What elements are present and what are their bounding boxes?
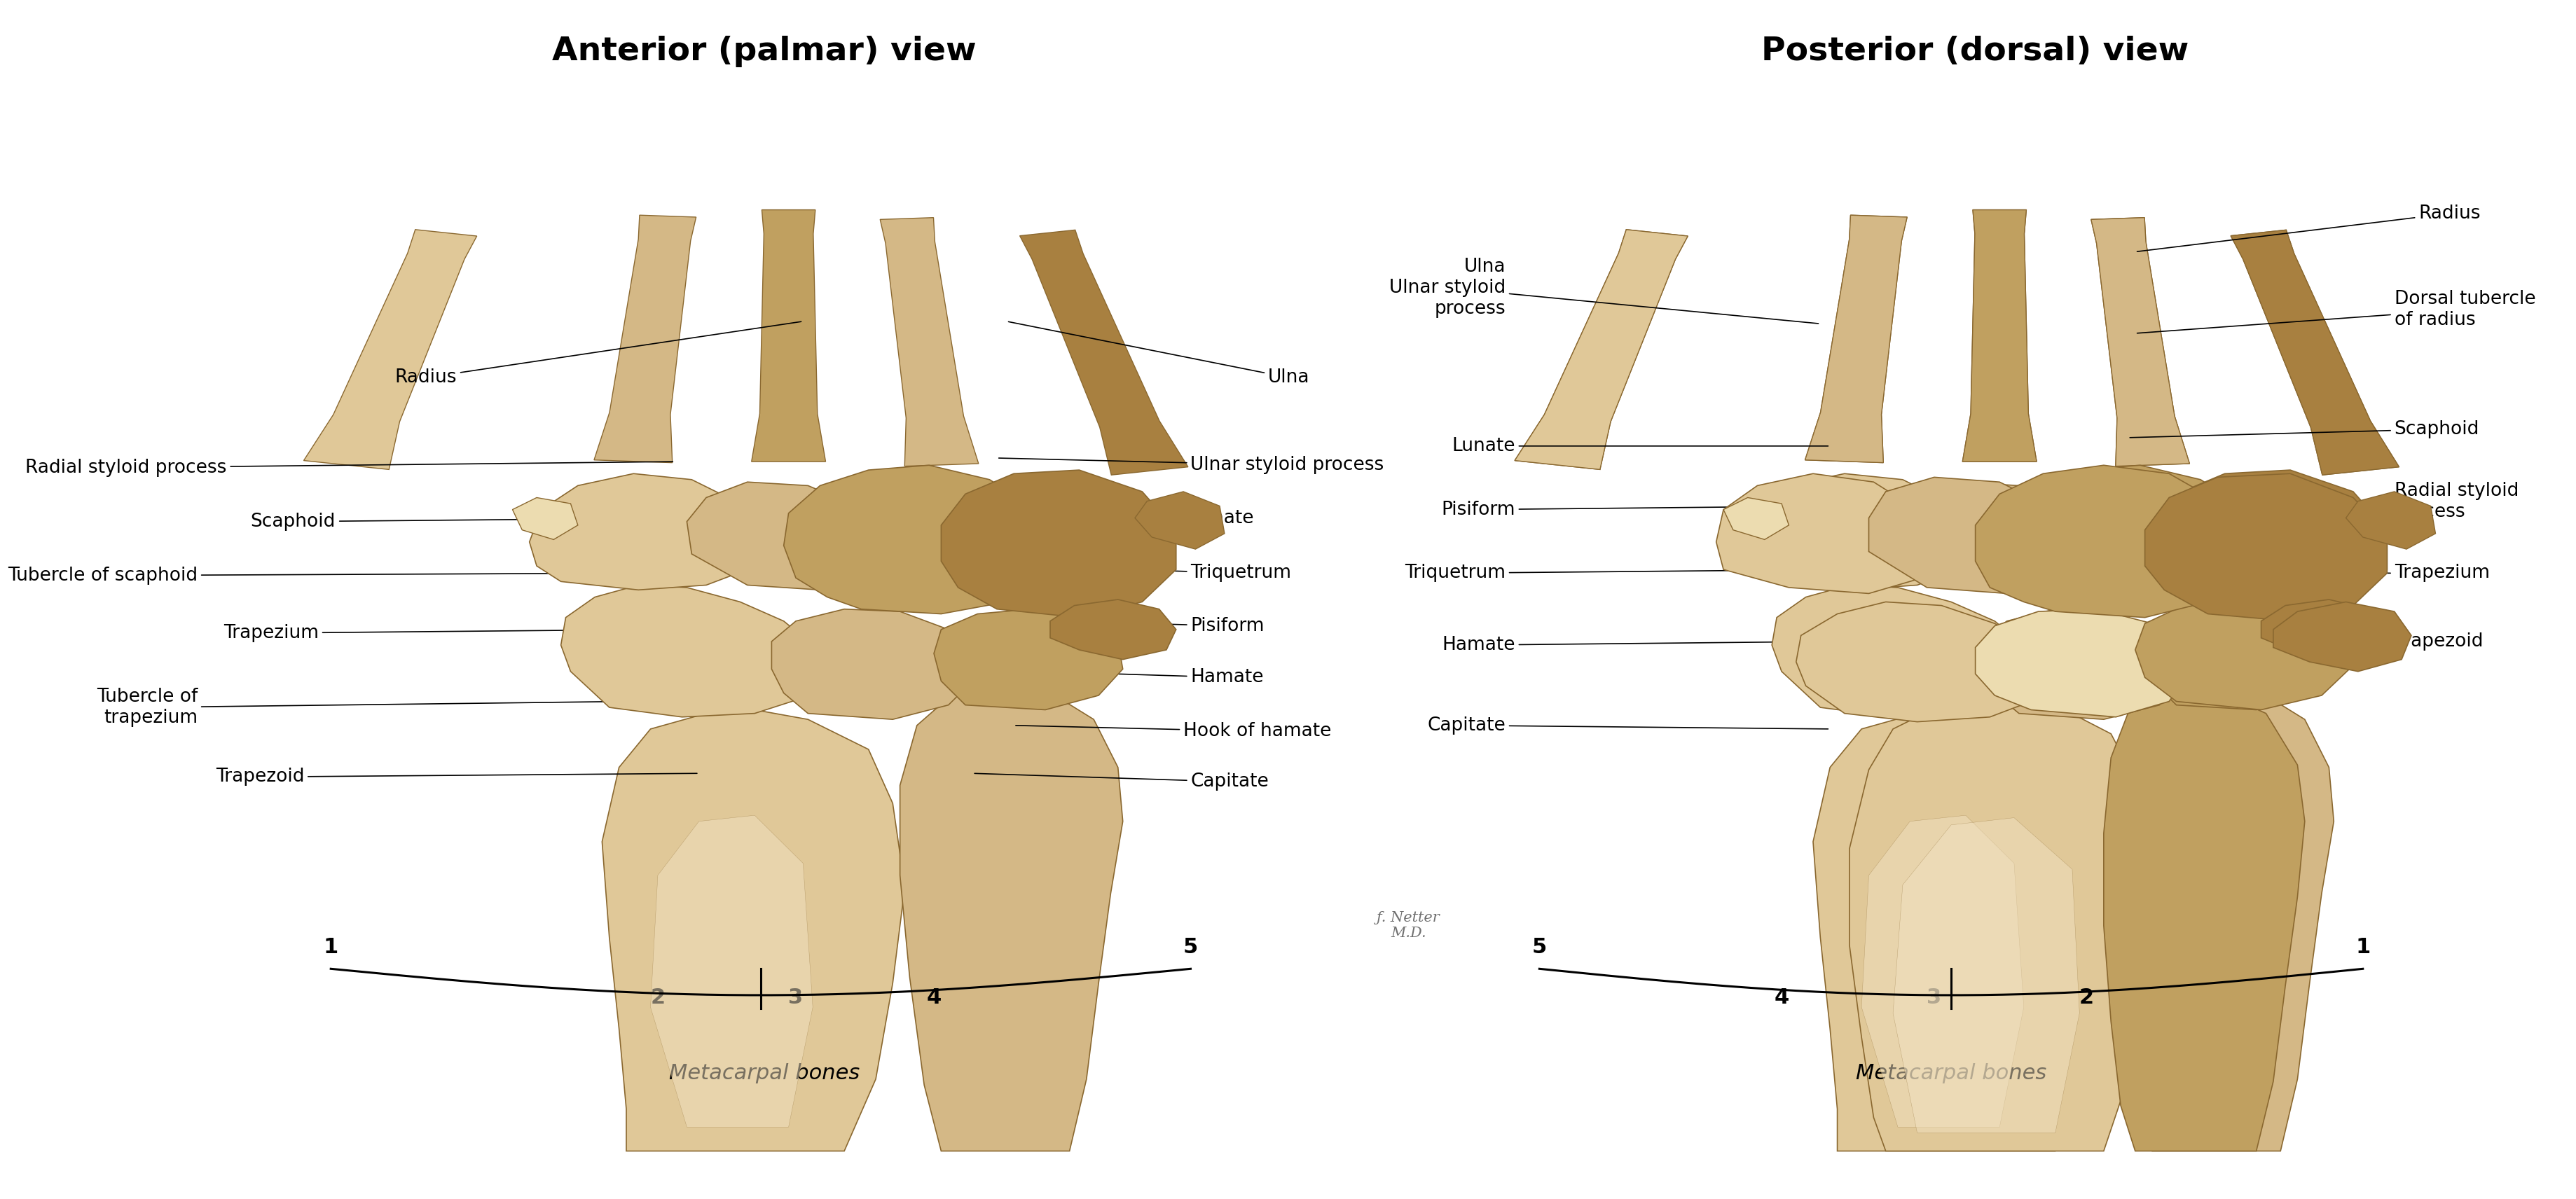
Polygon shape [2146,609,2334,710]
Polygon shape [1850,698,2151,1151]
Text: Capitate: Capitate [974,772,1270,791]
Polygon shape [1862,815,2025,1127]
Text: Dorsal tubercle
of radius: Dorsal tubercle of radius [2138,290,2535,333]
Polygon shape [688,482,876,590]
Polygon shape [881,217,979,466]
Polygon shape [899,686,1123,1151]
Polygon shape [1976,465,2241,617]
Text: Posterior (dorsal) view: Posterior (dorsal) view [1762,36,2190,67]
Text: Ulna
Ulnar styloid
process: Ulna Ulnar styloid process [1388,258,1819,324]
Polygon shape [940,470,1177,617]
Polygon shape [1051,600,1177,659]
Text: Lunate: Lunate [961,508,1255,528]
Text: Tubercle of scaphoid: Tubercle of scaphoid [8,566,636,585]
Polygon shape [1772,585,2030,717]
Text: 2: 2 [649,988,665,1007]
Polygon shape [1020,230,1188,475]
Text: ƒ. Netter
M.D.: ƒ. Netter M.D. [1376,911,1440,940]
Text: Hamate: Hamate [1443,635,1829,655]
Text: Metacarpal bones: Metacarpal bones [670,1064,860,1083]
Text: Radius: Radius [2138,204,2481,252]
Polygon shape [1806,215,1906,463]
Polygon shape [2092,217,2190,466]
Polygon shape [1984,609,2184,719]
Polygon shape [1136,492,1224,549]
Polygon shape [2231,230,2398,475]
Polygon shape [2136,600,2354,710]
Polygon shape [2262,600,2388,659]
Polygon shape [603,710,904,1151]
Polygon shape [1806,215,1906,463]
Text: Trapezium: Trapezium [2123,564,2488,583]
Text: Scaphoid: Scaphoid [250,512,690,531]
Polygon shape [595,215,696,463]
Polygon shape [1723,498,1788,540]
Text: 5: 5 [1533,938,1546,957]
Text: Triquetrum: Triquetrum [1404,564,1842,583]
Polygon shape [1868,477,2069,594]
Polygon shape [1795,602,2043,722]
Text: Pisiform: Pisiform [1056,616,1265,635]
Polygon shape [1963,210,2038,462]
Polygon shape [652,815,814,1127]
Text: Ulna: Ulna [1007,321,1309,387]
Text: Trapezium: Trapezium [224,623,657,643]
Polygon shape [2092,217,2190,466]
Polygon shape [1893,818,2079,1133]
Text: Capitate: Capitate [1427,716,1829,735]
Text: 1: 1 [325,938,337,957]
Polygon shape [1899,482,2087,590]
Polygon shape [2110,686,2334,1151]
Text: Trapezoid: Trapezoid [216,767,698,787]
Text: Scaphoid: Scaphoid [2130,420,2478,439]
Text: Triquetrum: Triquetrum [1015,564,1291,583]
Text: 3: 3 [1927,988,1942,1007]
Polygon shape [304,229,477,470]
Text: 4: 4 [1775,988,1788,1007]
Polygon shape [752,210,827,462]
Polygon shape [935,609,1123,710]
Polygon shape [562,585,819,717]
Polygon shape [1716,474,1935,594]
Polygon shape [783,465,1051,614]
Text: Radial styloid
process: Radial styloid process [2123,482,2519,520]
Polygon shape [531,474,755,590]
Polygon shape [1741,474,1965,590]
Polygon shape [2347,492,2434,549]
Text: Radius: Radius [394,321,801,387]
Text: Hamate: Hamate [1041,668,1265,687]
Text: Trapezoid: Trapezoid [2130,632,2483,651]
Text: Tubercle of
trapezium: Tubercle of trapezium [95,688,623,727]
Polygon shape [1976,609,2190,717]
Polygon shape [1963,210,2038,462]
Text: Ulnar styloid process: Ulnar styloid process [999,456,1383,475]
Text: Lunate: Lunate [1453,436,1829,456]
Text: Hook of hamate: Hook of hamate [1015,722,1332,741]
Text: 1: 1 [2354,938,2370,957]
Polygon shape [2146,474,2388,621]
Polygon shape [2231,230,2398,475]
Text: 5: 5 [1182,938,1198,957]
Polygon shape [513,498,577,540]
Polygon shape [1515,229,1687,470]
Text: Metacarpal bones: Metacarpal bones [1855,1064,2045,1083]
Text: 2: 2 [2079,988,2094,1007]
Text: 4: 4 [927,988,940,1007]
Polygon shape [1994,465,2262,614]
Text: Radial styloid process: Radial styloid process [26,458,672,477]
Polygon shape [1814,710,2115,1151]
Text: 3: 3 [788,988,804,1007]
Polygon shape [2105,689,2306,1151]
Polygon shape [1515,229,1687,470]
Polygon shape [1365,0,2576,1199]
Text: Anterior (palmar) view: Anterior (palmar) view [551,36,976,67]
Polygon shape [2272,602,2411,671]
Polygon shape [773,609,974,719]
Polygon shape [2151,470,2388,617]
Text: Pisiform: Pisiform [1440,500,1834,519]
